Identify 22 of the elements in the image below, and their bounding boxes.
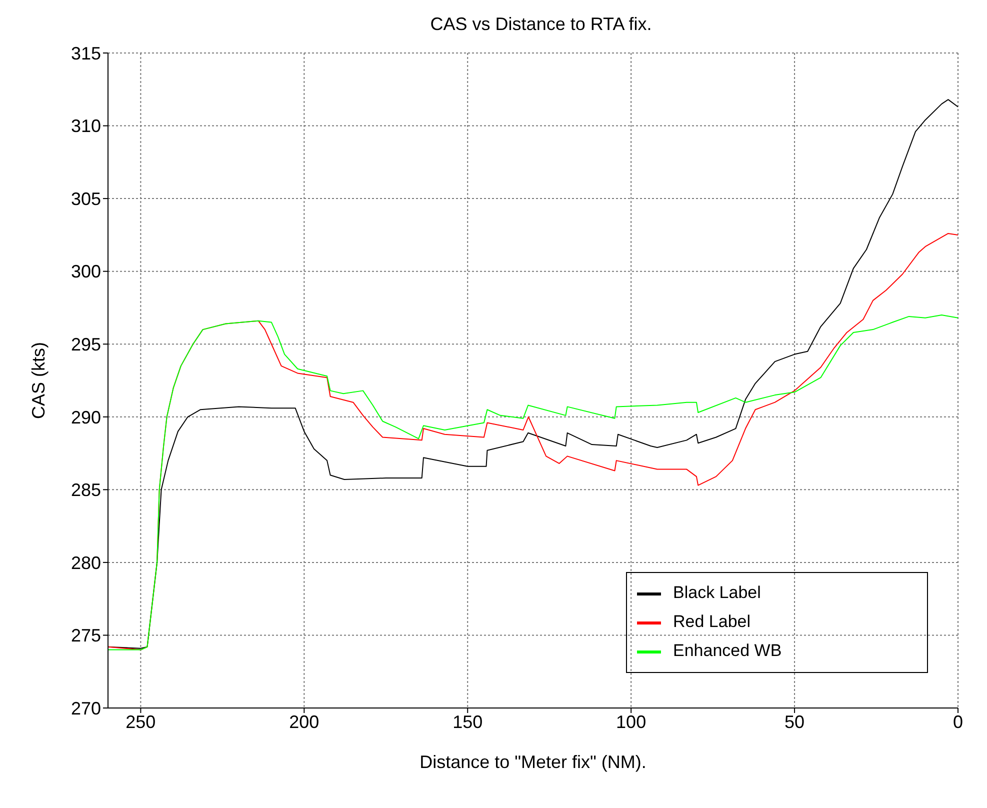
y-tick-label: 290 bbox=[70, 407, 101, 428]
x-tick-label: 150 bbox=[452, 712, 483, 732]
x-axis-title: Distance to "Meter fix" (NM). bbox=[420, 752, 646, 772]
chart-title: CAS vs Distance to RTA fix. bbox=[429, 14, 653, 35]
x-tick-label: 50 bbox=[784, 712, 805, 732]
x-tick-label: 0 bbox=[952, 712, 964, 732]
y-tick-label: 280 bbox=[70, 552, 101, 573]
legend-label: Enhanced WB bbox=[673, 641, 782, 660]
y-axis-title: CAS (kts) bbox=[28, 342, 48, 420]
y-tick-label: 285 bbox=[70, 480, 101, 500]
y-tick-label: 300 bbox=[70, 262, 101, 282]
y-tick-label: 295 bbox=[70, 334, 101, 354]
y-tick-label: 315 bbox=[70, 43, 101, 64]
y-tick-label: 275 bbox=[70, 626, 101, 646]
x-tick-label: 200 bbox=[289, 712, 320, 732]
y-tick-label: 310 bbox=[70, 116, 101, 136]
legend-label: Black Label bbox=[673, 583, 761, 602]
legend-label: Red Label bbox=[673, 612, 751, 631]
y-tick-label: 305 bbox=[70, 188, 101, 209]
y-tick-label: 270 bbox=[70, 698, 101, 718]
x-tick-label: 250 bbox=[126, 712, 156, 732]
x-tick-label: 100 bbox=[616, 712, 646, 732]
